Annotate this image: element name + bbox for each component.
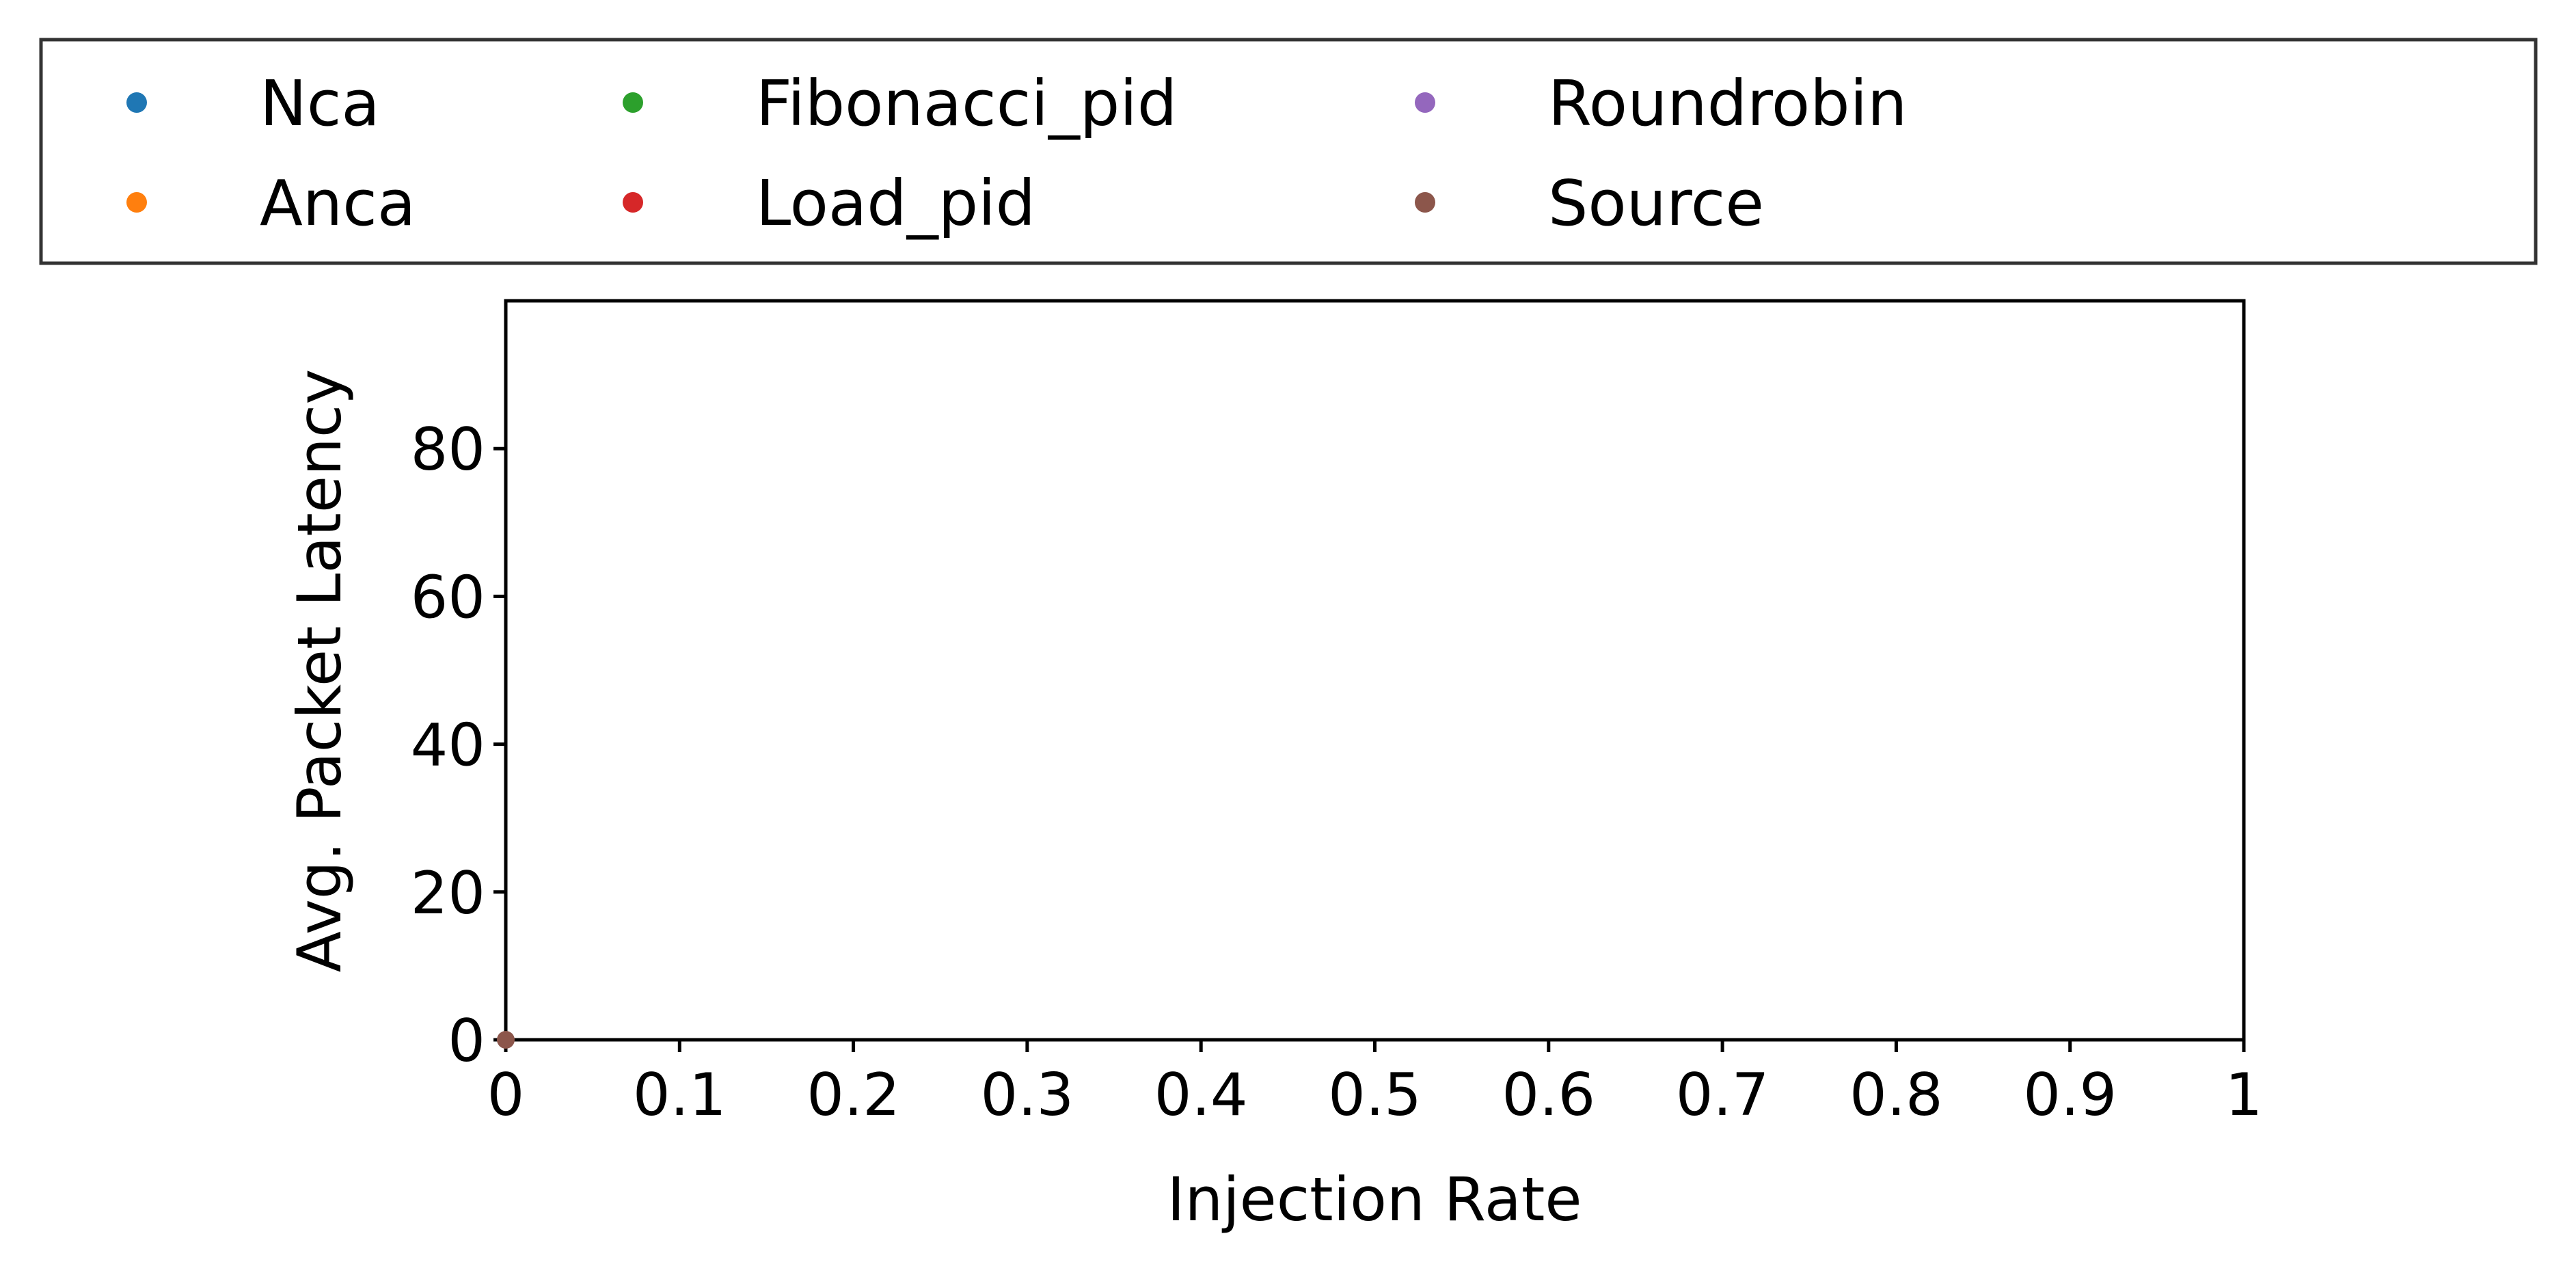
y-tick-label: 0 [448,1007,485,1075]
y-axis-label: Avg. Packet Latency [284,369,355,973]
legend: Nca Anca Fibonacci_pid Load_pid Roundrobin So… [126,67,1907,240]
x-tick-label: 0.7 [1676,1061,1770,1129]
x-axis-ticks: 0 0.1 0.2 0.3 0.4 0.5 0.6 0.7 0.8 0.9 1 [487,1040,2263,1129]
y-tick-label: 40 [411,712,485,780]
legend-label: Source [1548,167,1764,240]
y-tick-label: 20 [411,859,485,928]
x-tick-label: 0.2 [806,1061,900,1129]
legend-label: Fibonacci_pid [756,67,1177,140]
legend-marker [126,92,147,113]
x-tick-label: 0.6 [1502,1061,1595,1129]
legend-marker [623,192,643,213]
x-tick-label: 0.3 [981,1061,1074,1129]
legend-marker [623,92,643,113]
plot-area [504,299,2246,1042]
legend-label: Nca [260,67,380,140]
x-axis-label: Injection Rate [1167,1164,1582,1235]
x-tick-label: 0.5 [1328,1061,1422,1129]
data-points [497,1031,515,1049]
legend-label: Anca [260,167,416,240]
data-point [497,1031,515,1049]
x-tick-label: 0 [487,1061,525,1129]
legend-box [39,38,2538,265]
x-tick-label: 1 [2225,1061,2263,1129]
x-tick-label: 0.8 [1849,1061,1943,1129]
legend-label: Load_pid [756,167,1035,240]
x-tick-label: 0.9 [2023,1061,2117,1129]
legend-marker [1415,192,1435,213]
x-tick-label: 0.1 [633,1061,727,1129]
x-tick-label: 0.4 [1154,1061,1248,1129]
y-axis-ticks: 0 20 40 60 80 [411,416,506,1075]
legend-label: Roundrobin [1548,67,1907,140]
y-tick-label: 60 [411,563,485,632]
legend-marker [126,192,147,213]
y-tick-label: 80 [411,416,485,484]
legend-marker [1415,92,1435,113]
